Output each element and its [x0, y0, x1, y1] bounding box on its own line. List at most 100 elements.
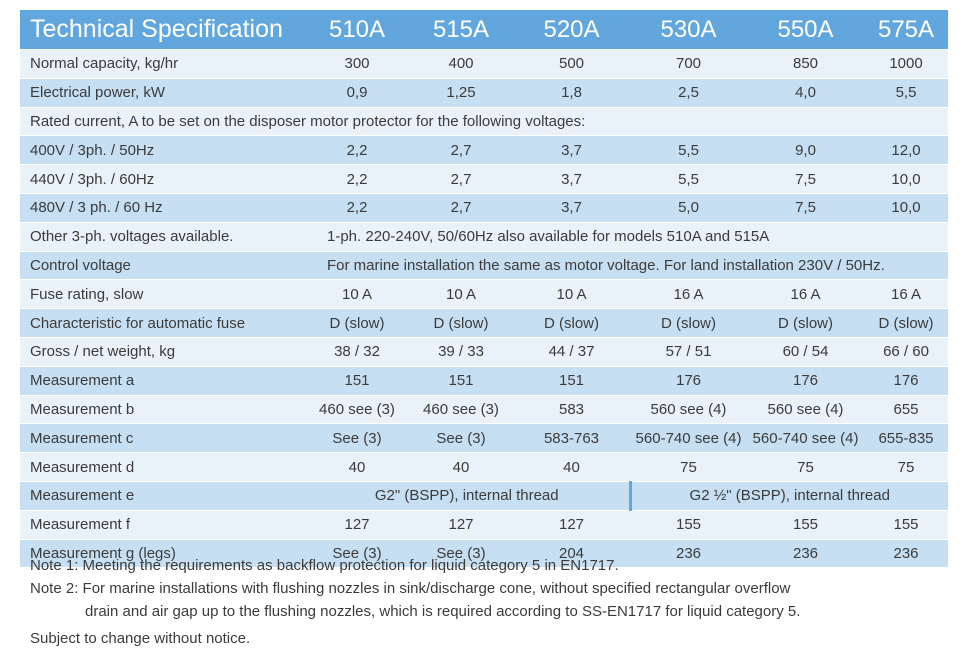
- cell: 236: [864, 538, 948, 568]
- cell: 7,5: [747, 192, 864, 223]
- row-400v: 400V / 3ph. / 50Hz 2,2 2,7 3,7 5,5 9,0 1…: [20, 135, 948, 165]
- cell: 40: [409, 452, 513, 482]
- cell: 176: [747, 365, 864, 396]
- model-515a: 515A: [409, 10, 513, 50]
- note-1: Note 1: Meeting the requirements as back…: [30, 557, 619, 574]
- cell: See (3): [409, 423, 513, 453]
- cell: See (3): [409, 538, 513, 568]
- cell: 66 / 60: [864, 336, 948, 367]
- cell: 127: [513, 509, 630, 540]
- row-label: Control voltage: [20, 250, 305, 280]
- spec-table: Technical Specification 510A 515A 520A 5…: [20, 10, 948, 568]
- row-label: 480V / 3 ph. / 60 Hz: [20, 192, 305, 223]
- cell: 560 see (4): [747, 394, 864, 424]
- row-characteristic: Characteristic for automatic fuse D (slo…: [20, 308, 948, 338]
- row-other-voltages: Other 3-ph. voltages available. 1-ph. 22…: [20, 221, 948, 252]
- cell: 460 see (3): [409, 394, 513, 424]
- cell: 0,9: [305, 77, 409, 108]
- footer-disclaimer: Subject to change without notice.: [30, 630, 251, 647]
- row-measurement-c: Measurement c See (3) See (3) 583-763 56…: [20, 423, 948, 453]
- row-label: 440V / 3ph. / 60Hz: [20, 164, 305, 194]
- cell: 655: [864, 394, 948, 424]
- cell: 16 A: [864, 279, 948, 309]
- cell: 5,5: [630, 164, 747, 194]
- cell: 10 A: [409, 279, 513, 309]
- row-label: 400V / 3ph. / 50Hz: [20, 135, 305, 165]
- merged-cell-right: G2 ½" (BSPP), internal thread: [628, 480, 948, 511]
- cell: 10 A: [305, 279, 409, 309]
- note-2-line-2: drain and air gap up to the flushing noz…: [85, 603, 801, 620]
- cell: 75: [864, 452, 948, 482]
- cell: 7,5: [747, 164, 864, 194]
- cell: 3,7: [513, 164, 630, 194]
- cell: 5,5: [864, 77, 948, 108]
- row-measurement-d: Measurement d 40 40 40 75 75 75: [20, 452, 948, 482]
- row-electrical-power: Electrical power, kW 0,9 1,25 1,8 2,5 4,…: [20, 77, 948, 108]
- header-row: Technical Specification 510A 515A 520A 5…: [20, 10, 948, 50]
- row-label: Electrical power, kW: [20, 77, 305, 108]
- cell: 9,0: [747, 135, 864, 165]
- row-control-voltage: Control voltage For marine installation …: [20, 250, 948, 280]
- cell: 500: [513, 49, 630, 79]
- cell: 38 / 32: [305, 336, 409, 367]
- cell: 1000: [864, 49, 948, 79]
- row-label: Other 3-ph. voltages available.: [20, 221, 305, 252]
- cell: 16 A: [630, 279, 747, 309]
- row-measurement-g: Measurement g (legs) See (3) See (3) 204…: [20, 538, 948, 568]
- row-label: Gross / net weight, kg: [20, 336, 305, 367]
- cell: D (slow): [305, 308, 409, 338]
- cell: 850: [747, 49, 864, 79]
- cell: 10 A: [513, 279, 630, 309]
- cell: 40: [513, 452, 630, 482]
- cell: 2,7: [409, 135, 513, 165]
- cell: 2,2: [305, 164, 409, 194]
- row-measurement-a: Measurement a 151 151 151 176 176 176: [20, 365, 948, 396]
- row-label: Measurement a: [20, 365, 305, 396]
- row-label: Measurement e: [20, 480, 305, 511]
- cell: 236: [747, 538, 864, 568]
- cell: D (slow): [513, 308, 630, 338]
- cell: 204: [513, 538, 630, 568]
- cell: 655-835: [864, 423, 948, 453]
- cell: 57 / 51: [630, 336, 747, 367]
- cell: 236: [630, 538, 747, 568]
- row-fuse-rating: Fuse rating, slow 10 A 10 A 10 A 16 A 16…: [20, 279, 948, 309]
- cell: 4,0: [747, 77, 864, 108]
- cell: 1,25: [409, 77, 513, 108]
- row-label: Fuse rating, slow: [20, 279, 305, 309]
- cell: D (slow): [409, 308, 513, 338]
- cell: 75: [747, 452, 864, 482]
- cell: 560-740 see (4): [747, 423, 864, 453]
- cell: 3,7: [513, 135, 630, 165]
- note-2-line-1: Note 2: For marine installations with fl…: [30, 580, 791, 597]
- row-label: Measurement g (legs): [20, 538, 305, 568]
- cell: 176: [864, 365, 948, 396]
- cell: See (3): [305, 538, 409, 568]
- cell: D (slow): [747, 308, 864, 338]
- model-530a: 530A: [630, 10, 747, 50]
- row-label: Measurement d: [20, 452, 305, 482]
- cell: 12,0: [864, 135, 948, 165]
- cell: 2,2: [305, 135, 409, 165]
- cell: 151: [305, 365, 409, 396]
- cell: 16 A: [747, 279, 864, 309]
- cell: See (3): [305, 423, 409, 453]
- row-rated-current: Rated current, A to be set on the dispos…: [20, 106, 948, 136]
- merged-cell-left: G2" (BSPP), internal thread: [305, 480, 630, 511]
- notes-section: Note 1: Meeting the requirements as back…: [30, 554, 800, 623]
- cell: 2,7: [409, 164, 513, 194]
- cell: 44 / 37: [513, 336, 630, 367]
- cell: 127: [409, 509, 513, 540]
- row-480v: 480V / 3 ph. / 60 Hz 2,2 2,7 3,7 5,0 7,5…: [20, 192, 948, 223]
- cell: 75: [630, 452, 747, 482]
- row-normal-capacity: Normal capacity, kg/hr 300 400 500 700 8…: [20, 49, 948, 79]
- cell: 10,0: [864, 192, 948, 223]
- cell: 39 / 33: [409, 336, 513, 367]
- cell: 155: [864, 509, 948, 540]
- row-measurement-e: Measurement e G2" (BSPP), internal threa…: [20, 480, 948, 511]
- row-label: Normal capacity, kg/hr: [20, 49, 305, 79]
- cell: 460 see (3): [305, 394, 409, 424]
- cell: 155: [630, 509, 747, 540]
- table-title: Technical Specification: [20, 10, 305, 50]
